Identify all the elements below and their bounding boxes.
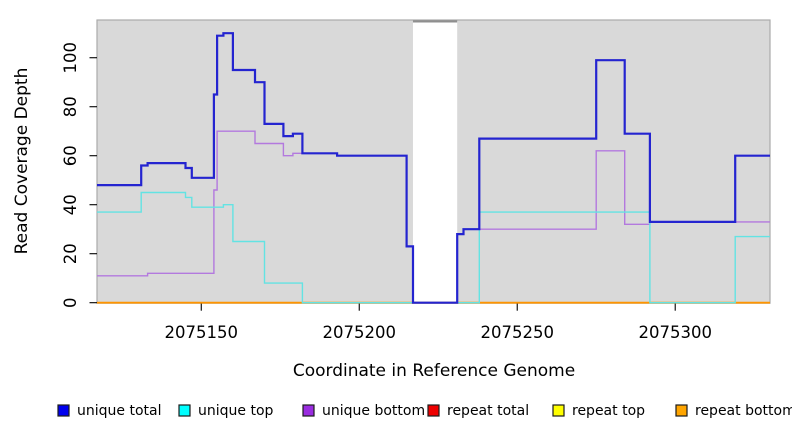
y-tick-label: 0	[61, 297, 80, 308]
legend-swatch-repeat-top	[552, 404, 565, 417]
legend-swatch-unique-total	[57, 404, 70, 417]
x-tick-label: 2075300	[638, 323, 712, 342]
x-tick-label: 2075250	[480, 323, 554, 342]
y-tick-label: 40	[61, 194, 80, 215]
series-line-unique-total	[97, 32, 770, 304]
y-tick-label: 60	[61, 145, 80, 166]
coverage-gap-band	[412, 21, 458, 303]
x-tick-label: 2075150	[165, 323, 239, 342]
legend-label-repeat-top: repeat top	[572, 403, 645, 419]
legend-swatch-unique-top	[178, 404, 191, 417]
legend-label-unique-bottom: unique bottom	[322, 403, 425, 419]
legend-swatch-unique-bottom	[302, 404, 315, 417]
series-line-unique-top	[97, 191, 770, 304]
y-tick-label: 100	[61, 42, 80, 74]
y-tick-label: 80	[61, 96, 80, 117]
legend-label-repeat-total: repeat total	[447, 403, 529, 419]
legend-swatch-repeat-bottom	[675, 404, 688, 417]
y-axis-label: Read Coverage Depth	[12, 67, 32, 255]
legend-label-repeat-bottom: repeat bottom	[695, 403, 792, 419]
legend-swatch-repeat-total	[427, 404, 440, 417]
x-tick-label: 2075200	[322, 323, 396, 342]
legend-label-unique-top: unique top	[198, 403, 274, 419]
y-tick-label: 20	[61, 243, 80, 264]
x-axis-label: Coordinate in Reference Genome	[292, 361, 576, 381]
legend-label-unique-total: unique total	[77, 403, 161, 419]
